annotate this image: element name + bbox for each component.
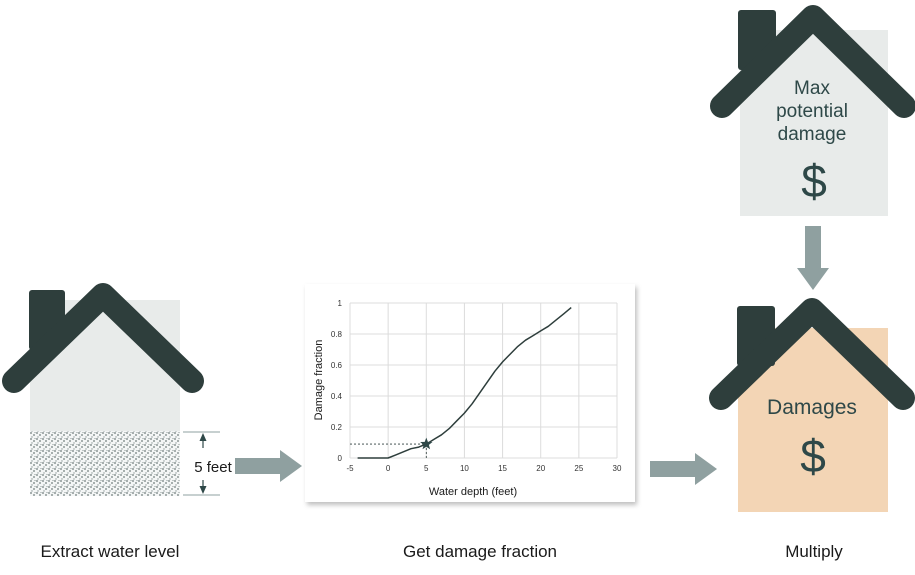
chart-x-tick-label: 15 xyxy=(498,464,507,473)
damage-curve-line xyxy=(357,307,572,459)
chart-marker-group xyxy=(350,437,433,458)
roof xyxy=(2,283,204,393)
arrow-right-2 xyxy=(650,453,717,485)
flood-water-fill xyxy=(30,431,180,496)
max-damage-house xyxy=(710,5,915,216)
star-marker-icon xyxy=(420,437,433,450)
damages-house xyxy=(709,298,915,512)
step-caption-2: Get damage fraction xyxy=(403,542,557,561)
flooded-house xyxy=(2,283,204,496)
chart-x-tick-label: 10 xyxy=(460,464,469,473)
depth-label: 5 feet xyxy=(194,459,232,476)
chart-grid xyxy=(349,302,618,459)
chart-x-tick-label: 0 xyxy=(386,464,391,473)
max-damage-line-2: potential xyxy=(776,101,848,122)
roof xyxy=(710,5,915,118)
chart-y-tick-label: 0.2 xyxy=(331,423,343,432)
max-damage-line-3: damage xyxy=(778,124,847,145)
chart-card xyxy=(305,284,635,502)
chart-y-tick-label: 0.6 xyxy=(331,361,343,370)
damages-label: Damages xyxy=(767,396,857,419)
arrow-right-1 xyxy=(235,450,302,482)
chart-x-tick-label: -5 xyxy=(346,464,354,473)
depth-indicator xyxy=(183,431,220,496)
chart-x-tick-label: 5 xyxy=(424,464,429,473)
chart-x-tick-label: 20 xyxy=(536,464,545,473)
roof xyxy=(709,298,915,410)
damages-dollar-icon: $ xyxy=(800,430,826,482)
chart-y-tick-label: 0.4 xyxy=(331,392,343,401)
chart-y-tick-label: 0 xyxy=(338,454,343,463)
arrow-down xyxy=(797,226,829,290)
chart-y-tick-label: 1 xyxy=(338,299,343,308)
chart-y-axis-label: Damage fraction xyxy=(313,340,325,421)
chart-y-tick-label: 0.8 xyxy=(331,330,343,339)
max-damage-dollar-icon: $ xyxy=(801,155,827,207)
chart-x-axis-label: Water depth (feet) xyxy=(429,486,517,498)
max-damage-line-1: Max xyxy=(794,78,830,99)
step-caption-3: Multiply xyxy=(785,542,843,561)
chart-lines xyxy=(357,307,572,459)
chart-x-tick-label: 30 xyxy=(613,464,622,473)
chart-x-tick-label: 25 xyxy=(574,464,583,473)
step-caption-1: Extract water level xyxy=(41,542,180,561)
